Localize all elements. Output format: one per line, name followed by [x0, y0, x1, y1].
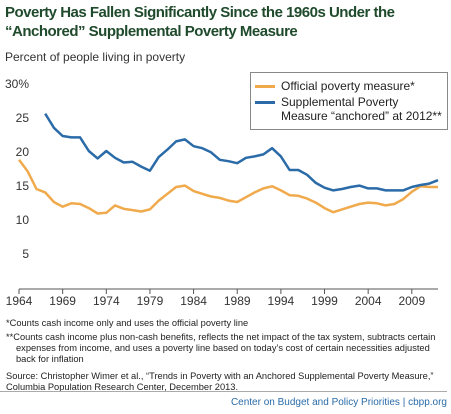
- x-tick-label: 2004: [355, 294, 382, 308]
- series-line: [18, 159, 438, 215]
- notes: *Counts cash income only and uses the of…: [6, 318, 446, 393]
- x-tick-label: 1984: [180, 294, 207, 308]
- legend: Official poverty measure* Supplemental Po…: [250, 72, 448, 130]
- note: **Counts cash income plus non-cash benef…: [6, 332, 436, 364]
- legend-item: Official poverty measure*: [255, 79, 443, 93]
- legend-swatch: [255, 85, 275, 88]
- note: *Counts cash income only and uses the of…: [6, 318, 249, 328]
- legend-swatch: [255, 101, 275, 104]
- x-tick-label: 1964: [6, 294, 33, 308]
- y-tick-label: 30%: [5, 77, 29, 91]
- series-line: [44, 112, 439, 192]
- legend-item: Supplemental Poverty Measure “anchored” …: [255, 95, 443, 123]
- y-tick-label: 25: [16, 111, 30, 125]
- source: Source: Christopher Wimer et al., “Trend…: [6, 371, 434, 392]
- chart-subtitle: Percent of people living in poverty: [5, 50, 186, 64]
- y-tick-label: 5: [22, 247, 29, 261]
- x-tick-label: 1999: [311, 294, 338, 308]
- footer: Center on Budget and Policy Priorities |…: [0, 391, 447, 408]
- legend-label: Official poverty measure*: [281, 79, 415, 93]
- x-tick-label: 1989: [224, 294, 251, 308]
- x-tick-label: 1979: [137, 294, 164, 308]
- y-tick-label: 15: [16, 179, 30, 193]
- legend-label: Supplemental Poverty Measure “anchored” …: [281, 95, 442, 123]
- y-tick-label: 10: [16, 213, 30, 227]
- chart-title: Poverty Has Fallen Significantly Since t…: [5, 4, 395, 40]
- x-tick-label: 1969: [49, 294, 76, 308]
- y-tick-label: 20: [16, 145, 30, 159]
- x-tick-label: 1974: [93, 294, 120, 308]
- x-tick-label: 2009: [398, 294, 425, 308]
- x-tick-label: 1994: [268, 294, 295, 308]
